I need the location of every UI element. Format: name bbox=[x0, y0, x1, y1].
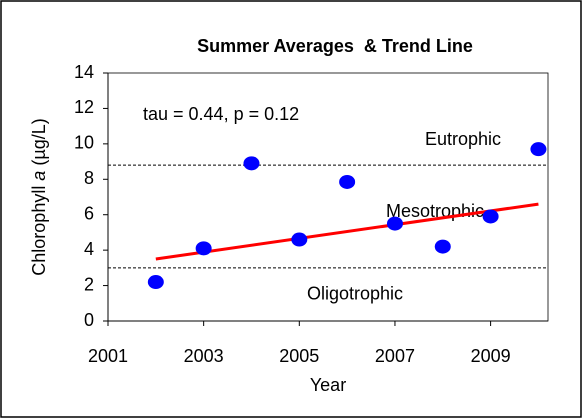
data-point bbox=[147, 275, 164, 290]
x-tick-label: 2009 bbox=[471, 346, 511, 366]
data-point bbox=[291, 232, 308, 247]
x-tick-label: 2005 bbox=[279, 346, 319, 366]
y-label-italic: a bbox=[29, 171, 49, 181]
y-tick-label: 2 bbox=[84, 274, 94, 294]
y-label-text: Chlorophyll bbox=[29, 181, 49, 276]
chart-title: Summer Averages & Trend Line bbox=[197, 36, 473, 56]
data-point bbox=[243, 156, 260, 171]
y-tick-label: 4 bbox=[84, 239, 94, 259]
x-axis-label: Year bbox=[310, 375, 346, 395]
threshold-label: Oligotrophic bbox=[307, 284, 403, 304]
plot-border bbox=[107, 72, 549, 322]
x-tick-label: 2007 bbox=[375, 346, 415, 366]
trend-line bbox=[155, 202, 539, 261]
data-point bbox=[482, 209, 499, 224]
y-tick-label: 8 bbox=[84, 168, 94, 188]
x-tick-label: 2003 bbox=[184, 346, 224, 366]
y-tick-label: 0 bbox=[84, 310, 94, 330]
threshold-label: Eutrophic bbox=[425, 129, 501, 149]
y-tick-label: 12 bbox=[74, 97, 94, 117]
x-tick-label: 2001 bbox=[88, 346, 128, 366]
y-tick-label: 10 bbox=[74, 133, 94, 153]
data-point bbox=[530, 142, 547, 157]
data-point bbox=[386, 216, 403, 231]
y-tick-label: 6 bbox=[84, 203, 94, 223]
y-axis-label: Chlorophyll a (µg/L) bbox=[29, 118, 49, 275]
data-point bbox=[195, 241, 212, 256]
annotation: tau = 0.44, p = 0.12 bbox=[143, 104, 299, 124]
y-tick-label: 14 bbox=[74, 62, 94, 82]
data-point bbox=[339, 174, 356, 189]
y-label-unit: (µg/L) bbox=[29, 118, 49, 170]
data-point bbox=[434, 239, 451, 254]
